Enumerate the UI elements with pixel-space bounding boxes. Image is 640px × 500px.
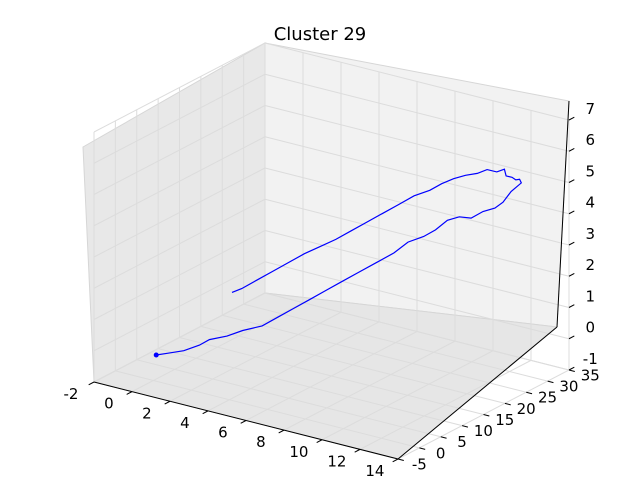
y-tick-mark	[504, 402, 511, 406]
series-start-marker	[153, 352, 159, 358]
grid-line	[243, 303, 548, 382]
grid-line	[264, 73, 570, 152]
grid-line	[264, 42, 570, 121]
x-tick-label: 14	[365, 462, 384, 480]
y-tick-label: 20	[517, 400, 536, 418]
x-tick-label: 12	[327, 452, 346, 470]
x-tick-label: 4	[180, 414, 190, 432]
z-tick-mark	[568, 273, 575, 277]
grid-line	[93, 230, 266, 320]
grid-line	[264, 105, 570, 183]
z-tick-label: 4	[586, 194, 596, 212]
series-layer	[153, 168, 523, 358]
grid-line	[264, 198, 570, 277]
z-tick-label: 7	[586, 100, 596, 118]
grid-line	[264, 230, 570, 308]
z-tick-label: 5	[586, 162, 596, 180]
grid-line	[264, 292, 570, 371]
y-tick-mark	[547, 380, 554, 384]
grid-line	[93, 136, 266, 227]
series-line	[156, 168, 523, 356]
grid-line	[93, 105, 266, 195]
y-tick-label: 15	[495, 411, 514, 429]
z-tick-label: 6	[586, 131, 596, 149]
y-tick-label: 25	[538, 389, 557, 407]
grid-line	[93, 292, 266, 383]
grid-line	[264, 136, 570, 215]
y-tick-label: 0	[436, 444, 446, 462]
x-tick-mark	[88, 381, 95, 386]
grid-line	[222, 314, 527, 393]
z-tick-mark	[568, 304, 575, 308]
x-tick-mark	[354, 448, 361, 453]
grid-line	[93, 167, 266, 258]
z-tick-mark	[568, 210, 575, 215]
z-tick-mark	[568, 116, 575, 121]
y-tick-mark	[526, 391, 533, 395]
grid-line	[179, 337, 484, 415]
y-tick-mark	[419, 447, 426, 450]
x-tick-label: 10	[289, 443, 308, 461]
y-tick-mark	[397, 458, 404, 461]
x-tick-mark	[164, 400, 171, 405]
y-tick-label: 35	[581, 366, 600, 384]
z-tick-mark	[568, 335, 575, 340]
x-tick-label: 8	[256, 433, 266, 451]
z-tick-label: 0	[586, 319, 596, 337]
z-tick-mark	[568, 241, 575, 246]
x-tick-label: 2	[142, 404, 152, 422]
y-tick-mark	[462, 425, 469, 428]
z-tick-label: 2	[586, 256, 596, 274]
y-tick-label: 30	[559, 378, 578, 396]
x-tick-mark	[240, 420, 247, 424]
x-tick-label: 0	[104, 395, 114, 413]
grid-line	[158, 348, 463, 427]
grid-line	[200, 325, 505, 404]
y-axis-line	[397, 326, 558, 460]
grid-line	[136, 359, 441, 438]
x-tick-label: -2	[63, 385, 78, 403]
grid-lines	[93, 42, 570, 460]
x-tick-mark	[126, 391, 133, 395]
grid-line	[264, 167, 570, 246]
grid-line	[93, 261, 266, 352]
x-tick-mark	[392, 458, 399, 463]
z-axis-line	[556, 100, 570, 328]
grid-line	[93, 198, 266, 289]
y-tick-label: -5	[412, 455, 427, 473]
z-tick-mark	[568, 148, 575, 152]
x-tick-label: 6	[218, 424, 228, 442]
grid-line	[264, 261, 570, 340]
y-tick-label: 10	[474, 422, 493, 440]
x-tick-mark	[278, 429, 285, 434]
chart-title: Cluster 29	[274, 24, 367, 45]
y-tick-label: 5	[457, 433, 467, 451]
tick-marks	[88, 116, 575, 463]
z-tick-mark	[568, 366, 575, 371]
z-tick-label: 3	[586, 225, 596, 243]
x-tick-mark	[202, 410, 209, 415]
z-tick-label: 1	[586, 287, 596, 305]
grid-line	[93, 73, 266, 164]
z-tick-label: -1	[583, 350, 598, 368]
y-tick-mark	[440, 436, 447, 439]
x-tick-mark	[316, 439, 323, 443]
grid-line	[115, 370, 420, 449]
y-tick-mark	[568, 369, 575, 372]
y-tick-mark	[483, 414, 490, 417]
grid-line	[93, 42, 266, 133]
z-tick-mark	[568, 179, 575, 183]
